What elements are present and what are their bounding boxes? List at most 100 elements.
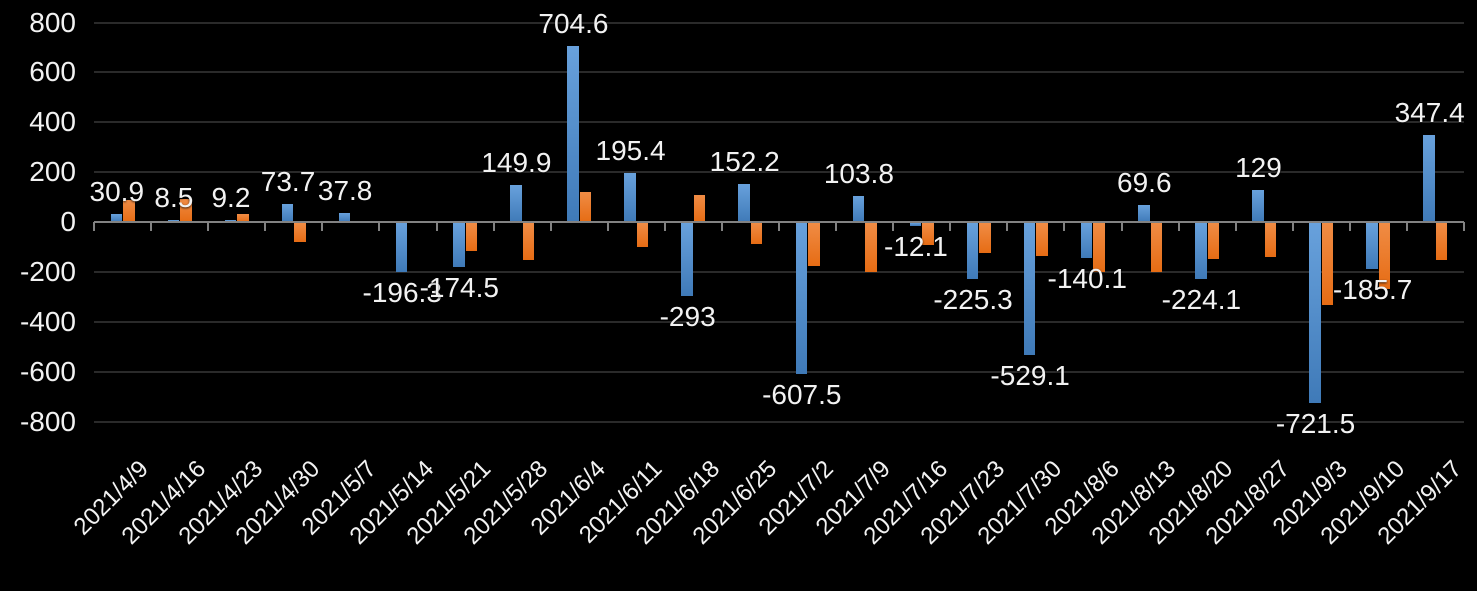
- axis-tick: [1063, 222, 1066, 231]
- data-label: 347.4: [1394, 97, 1465, 129]
- gridline: [94, 71, 1464, 74]
- y-tick-label: 800: [29, 6, 76, 38]
- data-label: 8.5: [154, 181, 194, 213]
- bar-orange: [579, 191, 592, 222]
- y-tick-label: 400: [29, 106, 76, 138]
- bar-blue: [395, 223, 408, 272]
- bar-blue: [110, 214, 123, 222]
- bar-blue: [1423, 135, 1435, 222]
- axis-tick: [207, 222, 210, 231]
- axis-tick: [663, 222, 666, 231]
- bar-orange: [1207, 223, 1220, 259]
- bar-orange: [693, 194, 706, 222]
- bar-orange: [522, 223, 535, 260]
- axis-tick: [1006, 222, 1009, 231]
- bar-blue: [795, 223, 808, 375]
- axis-tick: [1463, 222, 1465, 231]
- data-label: 73.7: [260, 165, 316, 197]
- bar-blue: [1138, 204, 1150, 222]
- bar-orange: [123, 200, 135, 222]
- axis-tick: [720, 222, 723, 231]
- gridline: [94, 420, 1464, 423]
- y-tick-label: -800: [19, 405, 76, 437]
- bar-orange: [865, 223, 877, 273]
- bar-orange: [465, 223, 478, 251]
- data-label: 149.9: [481, 146, 552, 178]
- data-label: -721.5: [1275, 407, 1356, 439]
- gridline: [94, 171, 1464, 174]
- data-label: -174.5: [419, 271, 499, 303]
- bar-orange: [180, 198, 192, 222]
- bar-blue: [567, 46, 579, 222]
- axis-tick: [321, 222, 324, 231]
- bar-orange: [1321, 223, 1334, 305]
- axis-tick: [435, 222, 438, 231]
- data-label: 152.2: [709, 146, 780, 178]
- axis-tick: [778, 222, 780, 231]
- data-label: -140.1: [1047, 262, 1127, 294]
- bar-orange: [922, 223, 934, 246]
- y-tick-label: -600: [19, 355, 76, 387]
- bar-orange: [1093, 223, 1105, 272]
- bar-orange: [636, 223, 649, 248]
- axis-tick: [949, 222, 952, 231]
- axis-tick: [264, 222, 267, 231]
- axis-tick: [606, 222, 609, 231]
- y-tick-label: 0: [60, 206, 76, 237]
- axis-tick: [1348, 222, 1351, 231]
- axis-tick: [892, 222, 895, 231]
- bar-blue: [909, 223, 922, 227]
- bar-orange: [294, 223, 306, 242]
- gridline: [94, 21, 1464, 24]
- bar-blue: [1309, 223, 1321, 403]
- y-tick-label: 600: [29, 56, 76, 88]
- bar-blue: [167, 219, 180, 222]
- bar-orange: [1378, 223, 1391, 290]
- bar-orange: [1150, 223, 1163, 272]
- bar-orange: [1036, 223, 1048, 256]
- data-label: 37.8: [317, 174, 373, 206]
- data-label: 704.6: [538, 8, 609, 40]
- y-tick-label: 200: [29, 156, 76, 188]
- axis-tick: [93, 222, 95, 231]
- bar-blue: [453, 223, 465, 267]
- bar-blue: [852, 196, 865, 222]
- data-label: -529.1: [990, 359, 1070, 391]
- axis-tick: [1177, 222, 1180, 231]
- bar-blue: [624, 173, 636, 222]
- bar-blue: [224, 219, 237, 222]
- axis-tick: [378, 222, 381, 231]
- data-label: 129: [1235, 151, 1282, 183]
- data-label: -185.7: [1332, 274, 1413, 306]
- bar-blue: [338, 212, 351, 222]
- bar-blue: [681, 223, 693, 297]
- data-label: -224.1: [1161, 283, 1242, 315]
- axis-tick: [150, 222, 153, 231]
- bar-blue: [1195, 223, 1207, 279]
- bar-orange: [808, 223, 820, 266]
- data-label: 9.2: [211, 181, 251, 213]
- y-tick-label: -400: [19, 305, 76, 337]
- bar-blue: [510, 184, 522, 222]
- bar-blue: [1252, 189, 1264, 222]
- gridline: [94, 370, 1464, 373]
- bar-orange: [979, 223, 991, 254]
- axis-tick: [549, 222, 552, 231]
- bar-blue: [738, 184, 750, 222]
- bar-blue: [966, 223, 979, 280]
- data-label: -607.5: [762, 379, 842, 411]
- bar-blue: [1366, 223, 1378, 270]
- axis-tick: [1291, 222, 1294, 231]
- bar-orange: [237, 214, 249, 222]
- axis-tick: [1405, 222, 1408, 231]
- axis-tick: [1120, 222, 1123, 231]
- gridline: [94, 121, 1464, 124]
- gridline: [94, 270, 1464, 273]
- bar-orange: [750, 223, 763, 244]
- data-label: -196.3: [362, 276, 442, 308]
- bar-orange: [1435, 223, 1448, 260]
- data-label: 195.4: [595, 135, 666, 167]
- gridline: [94, 320, 1464, 323]
- bar-blue: [281, 203, 294, 222]
